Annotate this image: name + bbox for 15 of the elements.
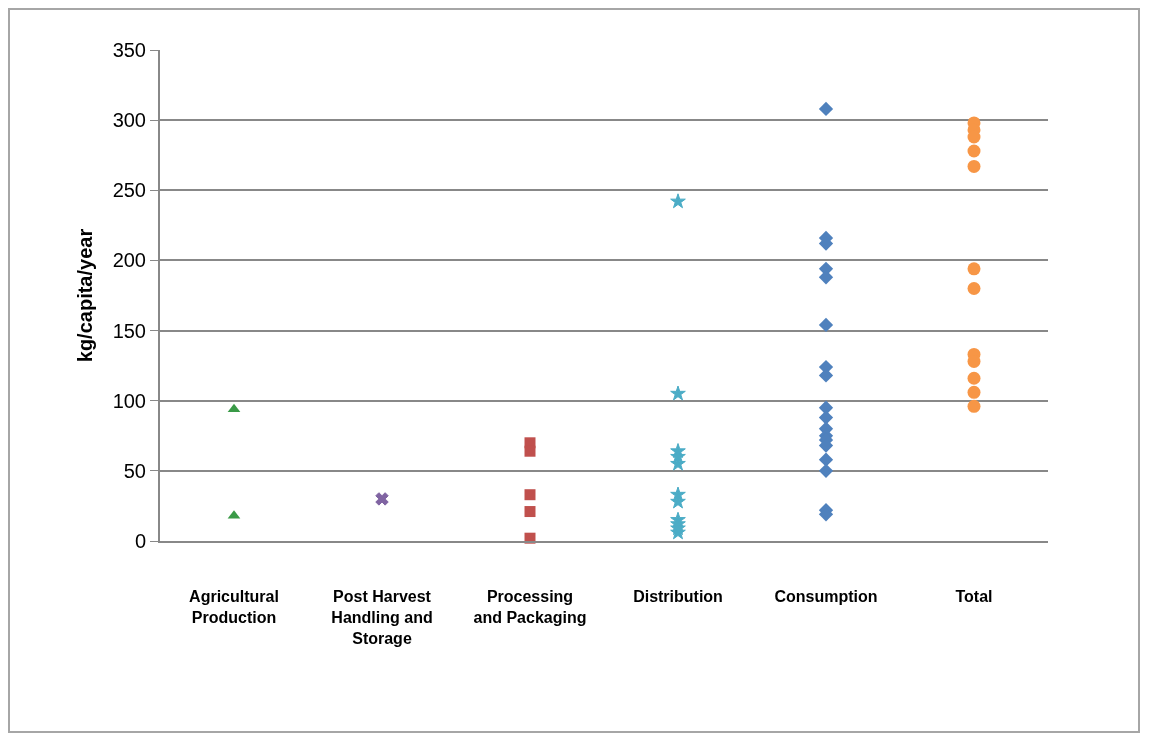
- y-axis-title: kg/capita/year: [73, 228, 96, 363]
- x-tick-label: Total: [955, 588, 993, 606]
- y-tick-label: 250: [112, 179, 146, 202]
- y-tick-label: 100: [112, 389, 146, 412]
- x-tick-label: Consumption: [774, 588, 878, 606]
- y-tick-label: 200: [112, 249, 146, 272]
- x-tick-label: Post Harvest Handling and Storage: [331, 588, 433, 647]
- x-tick-label: Processing and Packaging: [473, 588, 587, 626]
- x-tick-label: Agricultural Production: [189, 588, 279, 626]
- y-tick-label: 0: [134, 530, 146, 552]
- x-tick-label: Distribution: [633, 588, 723, 606]
- y-tick-label: 300: [112, 109, 146, 132]
- y-tick-label: 150: [112, 319, 146, 342]
- y-tick-label: 50: [123, 459, 146, 482]
- y-tick-label: 350: [112, 39, 146, 61]
